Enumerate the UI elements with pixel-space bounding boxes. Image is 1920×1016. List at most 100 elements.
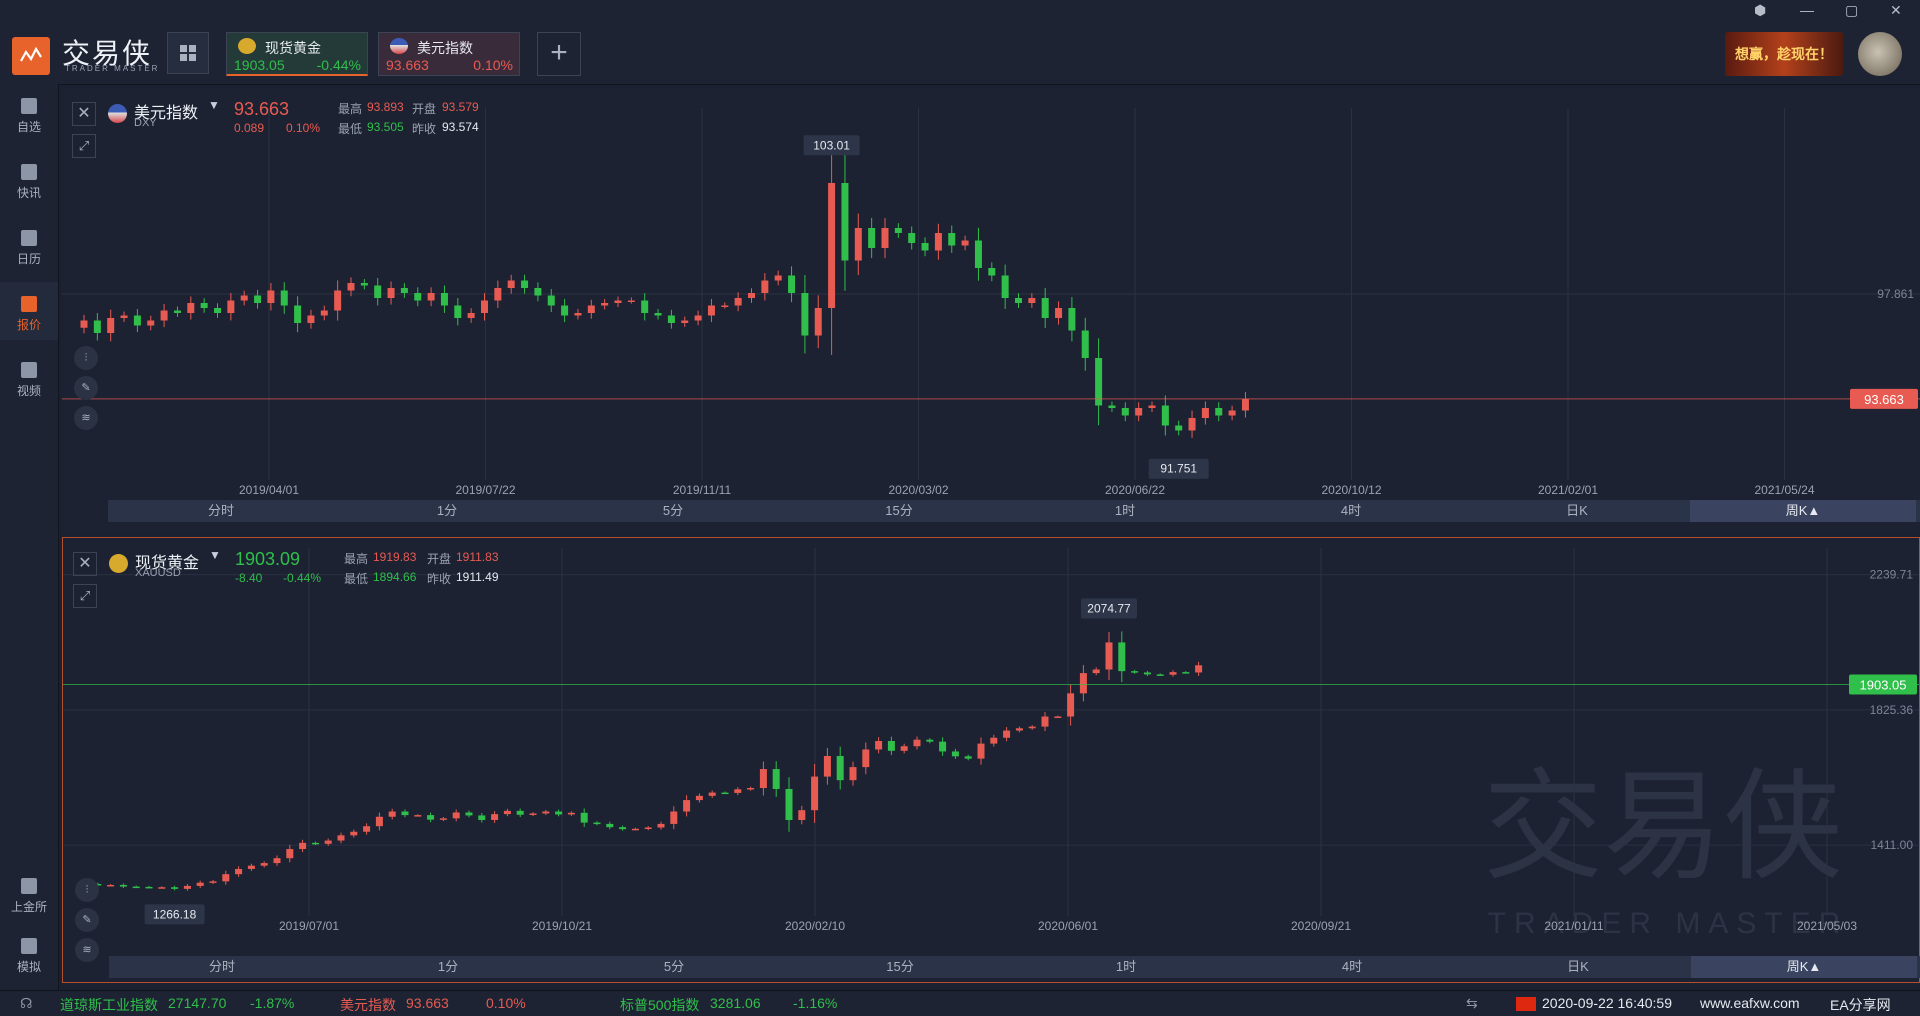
- minimize-button[interactable]: —: [1800, 2, 1814, 18]
- candle-body: [631, 828, 639, 831]
- status-bar: ☊ 道琼斯工业指数 27147.70 -1.87% 美元指数 93.663 0.…: [0, 990, 1920, 1016]
- candle-body: [465, 812, 473, 816]
- china-flag-icon: [1516, 997, 1536, 1011]
- bookmark-icon: [21, 98, 37, 114]
- max-annotation-box: [1081, 598, 1137, 619]
- candle-body: [948, 233, 956, 246]
- candle-body: [1015, 728, 1023, 731]
- timeframe-tab-active[interactable]: 周K▲: [1691, 956, 1917, 978]
- symbol-dropdown-icon[interactable]: ▼: [209, 548, 221, 562]
- candle-body: [414, 815, 422, 817]
- sidebar-item-sge[interactable]: 上金所: [0, 864, 58, 922]
- compare-tool-icon[interactable]: ≋: [74, 406, 98, 430]
- candle-body: [683, 800, 691, 812]
- dxy-candlestick-chart[interactable]: 2019/04/01 2019/07/22 2019/11/11 2020/03/02…: [62, 88, 1920, 508]
- timeframe-tab[interactable]: 日K: [1566, 503, 1588, 518]
- close-chart-button[interactable]: ✕: [72, 102, 96, 126]
- candle-body: [606, 823, 614, 828]
- expand-icon: ⤢: [79, 588, 91, 603]
- timeframe-tab[interactable]: 4时: [1341, 959, 1363, 974]
- add-tab-button[interactable]: +: [537, 32, 581, 76]
- candle-body: [439, 818, 447, 820]
- candle-body: [811, 776, 819, 811]
- timeframe-tab[interactable]: 1分: [436, 503, 458, 518]
- sidebar-item-simulate[interactable]: 模拟: [0, 924, 58, 982]
- indicator-tool-icon[interactable]: ⫶: [75, 878, 99, 902]
- sidebar-item-calendar[interactable]: 日历: [0, 216, 58, 274]
- timeframe-tab[interactable]: 分时: [208, 959, 235, 974]
- candle-body: [708, 792, 716, 796]
- candle-body: [587, 305, 595, 313]
- candle-body: [555, 811, 563, 815]
- timeframe-tab[interactable]: 5分: [663, 959, 685, 974]
- headset-icon[interactable]: ☊: [20, 995, 33, 1011]
- draw-tool-icon[interactable]: ✎: [74, 376, 98, 400]
- timeframe-tab[interactable]: 4时: [1340, 503, 1362, 518]
- expand-icon: ⤢: [78, 138, 90, 153]
- tab-dxy-price: 93.663: [386, 57, 429, 73]
- ad-banner[interactable]: 想赢，趁现在！: [1725, 32, 1843, 76]
- sidebar-item-watchlist[interactable]: 自选: [0, 84, 58, 142]
- open-value: 93.579: [442, 100, 479, 114]
- tab-dxy[interactable]: 美元指数 93.663 0.10%: [378, 32, 520, 76]
- tab-gold[interactable]: 现货黄金 1903.05 -0.44%: [226, 32, 368, 76]
- candle-body: [440, 293, 448, 306]
- symbol-dropdown-icon[interactable]: ▼: [208, 98, 220, 112]
- candle-body: [567, 812, 575, 815]
- skin-icon[interactable]: ⬢: [1754, 2, 1767, 18]
- timeframe-tab[interactable]: 1时: [1115, 959, 1137, 974]
- symbol-name[interactable]: 现货黄金: [135, 555, 200, 572]
- sidebar-item-news[interactable]: 快讯: [0, 150, 58, 208]
- expand-chart-button[interactable]: ⤢: [72, 134, 96, 158]
- candle-body: [350, 831, 358, 836]
- connection-icon[interactable]: ⇆: [1466, 995, 1478, 1011]
- high-value: 93.893: [367, 100, 404, 114]
- ticker-name[interactable]: 美元指数: [340, 997, 396, 1013]
- timeframe-tab[interactable]: 分时: [207, 503, 234, 518]
- timeframe-tab[interactable]: 1分: [437, 959, 459, 974]
- ticker-name[interactable]: 道琼斯工业指数: [60, 997, 158, 1013]
- candle-body: [534, 288, 542, 296]
- close-chart-button[interactable]: ✕: [73, 552, 97, 576]
- ticker-name[interactable]: 标普500指数: [620, 997, 700, 1013]
- timeframe-tab[interactable]: 15分: [885, 503, 913, 518]
- user-avatar[interactable]: [1858, 32, 1902, 76]
- x-tick-label: 2021/05/03: [1797, 919, 1857, 933]
- compare-tool-icon[interactable]: ≋: [75, 938, 99, 962]
- symbol-change: -8.40: [235, 571, 263, 585]
- candle-body: [619, 827, 627, 830]
- layout-grid-button[interactable]: [167, 32, 209, 74]
- candle-body: [388, 811, 396, 817]
- close-window-button[interactable]: ✕: [1890, 2, 1902, 18]
- candle-body: [707, 305, 715, 316]
- gold-candlestick-chart[interactable]: 交易侠 TRADER MASTER 2019/07/01 2019/10/21 202…: [63, 538, 1919, 958]
- max-annotation-box: [803, 135, 860, 156]
- draw-tool-icon[interactable]: ✎: [75, 908, 99, 932]
- sidebar-item-video[interactable]: 视频: [0, 348, 58, 406]
- timeframe-tab[interactable]: 5分: [662, 503, 684, 518]
- gold-coin-icon: [109, 554, 128, 573]
- candle-body: [988, 268, 996, 276]
- y-tick-label: 97.861: [1877, 287, 1914, 301]
- timeframe-tab[interactable]: 1时: [1114, 503, 1136, 518]
- maximize-button[interactable]: ▢: [1845, 2, 1859, 18]
- symbol-name[interactable]: 美元指数: [134, 105, 199, 122]
- candle-body: [452, 812, 460, 819]
- close-icon: ✕: [77, 105, 91, 122]
- candle-body: [1148, 405, 1156, 408]
- timeframe-tab[interactable]: 15分: [886, 959, 914, 974]
- timeframe-tab[interactable]: 日K: [1567, 959, 1589, 974]
- exchange-icon: [21, 878, 37, 894]
- calendar-icon: [21, 230, 37, 246]
- x-tick-label: 2019/07/01: [279, 919, 339, 933]
- watermark-logo: 交易侠: [1483, 760, 1843, 894]
- tab-dxy-change: 0.10%: [473, 57, 513, 73]
- candle-body: [670, 811, 678, 824]
- candle-body: [222, 874, 230, 882]
- indicator-tool-icon[interactable]: ⫶: [74, 346, 98, 370]
- timeframe-tab-active[interactable]: 周K▲: [1690, 500, 1916, 522]
- candle-body: [721, 792, 729, 795]
- ticker-value: 3281.06: [710, 995, 761, 1011]
- expand-chart-button[interactable]: ⤢: [73, 584, 97, 608]
- sidebar-item-quotes[interactable]: 报价: [0, 282, 58, 340]
